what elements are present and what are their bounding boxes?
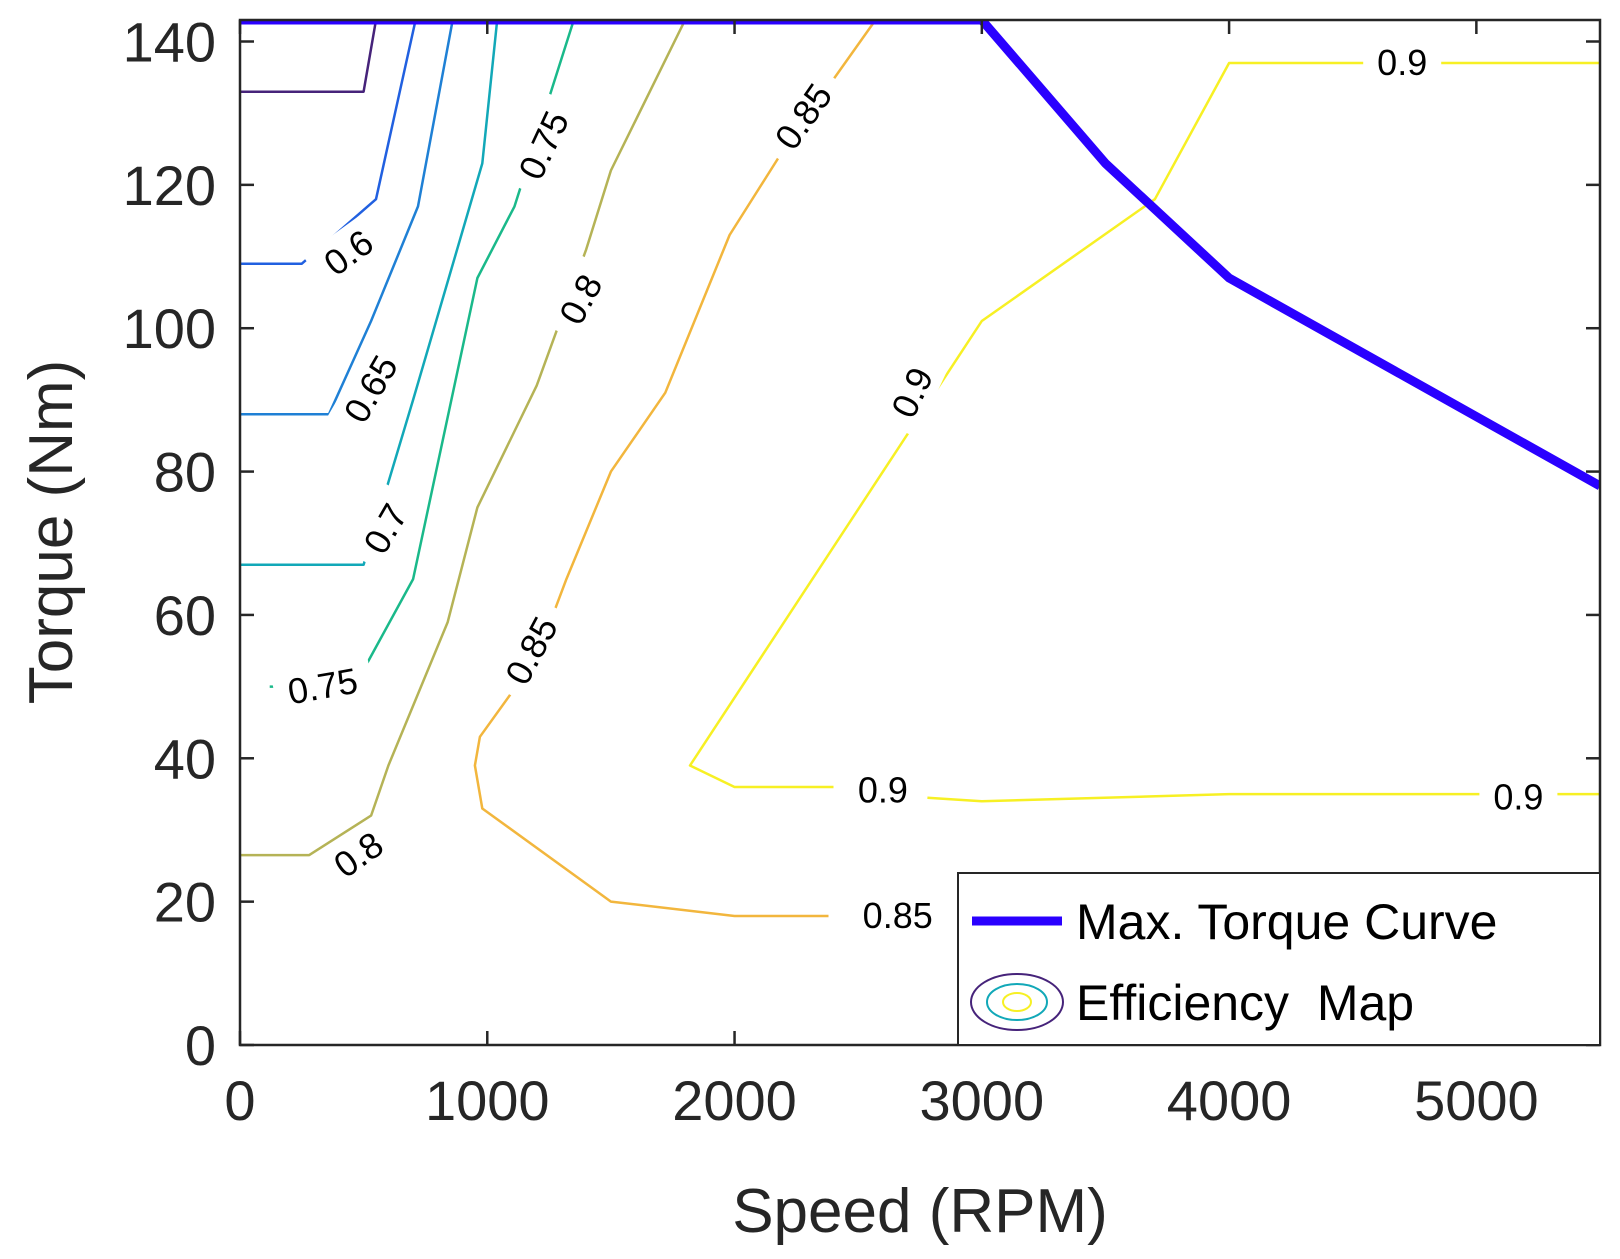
- legend-efficiency-label: Efficiency Map: [1076, 975, 1414, 1031]
- contour-line-0-65-2: [240, 20, 454, 416]
- y-tick-label: 80: [154, 441, 216, 504]
- contour-label-11: 0.9: [1363, 39, 1442, 85]
- y-tick-label: 0: [185, 1014, 216, 1077]
- legend-contour-inner: [1002, 992, 1032, 1012]
- contour-line-0-7-3: [240, 20, 499, 567]
- contour-line-0-9-8: [927, 792, 1600, 803]
- legend-max-torque-label: Max. Torque Curve: [1076, 894, 1497, 950]
- contour-label-bg: [345, 483, 425, 574]
- max-torque-series: [240, 20, 1600, 490]
- contour-label-bg: [843, 766, 922, 813]
- x-tick-label: 5000: [1414, 1069, 1539, 1132]
- contour-label-text: 0.9: [1493, 777, 1543, 818]
- contour-label-9: 0.85: [848, 892, 947, 938]
- contour-label-bg: [312, 813, 404, 896]
- contour-label-text: 0.85: [863, 895, 933, 936]
- contour-label-bg: [756, 62, 850, 170]
- x-tick-label: 0: [224, 1069, 255, 1132]
- legend-contour-middle: [986, 983, 1048, 1021]
- y-tick-label: 120: [123, 154, 216, 217]
- legend: Max. Torque Curve Efficiency Map: [957, 872, 1601, 1046]
- legend-efficiency-swatch: [970, 973, 1064, 1031]
- y-tick-label: 100: [123, 297, 216, 360]
- contour-label-13: 0.9: [1479, 773, 1558, 820]
- x-axis-title: Speed (RPM): [732, 1177, 1108, 1246]
- contour-label-bg: [501, 90, 585, 200]
- contour-label-bg: [303, 210, 394, 294]
- contour-label-bg: [487, 596, 575, 705]
- contour-line-0-9-7: [688, 61, 1600, 789]
- y-tick-label: 40: [154, 727, 216, 790]
- legend-contour-outer: [970, 973, 1064, 1031]
- y-tick-label: 20: [154, 871, 216, 934]
- contour-line-0-8-5: [240, 20, 687, 857]
- contour-label-bg: [325, 334, 415, 443]
- axes: 0 1000 2000 3000 4000 5000 0 20 40 60 80 100 120 140: [123, 11, 1602, 1132]
- axes-frame: [238, 18, 1602, 1047]
- contour-label-bg: [270, 654, 375, 717]
- contour-label-text: 0.9: [1377, 42, 1427, 83]
- y-tick-label: 60: [154, 584, 216, 647]
- contour-label-bg: [1479, 773, 1558, 820]
- contour-label-12: 0.9: [843, 766, 922, 813]
- legend-box: [957, 872, 1601, 1046]
- contour-label-text: 0.9: [858, 770, 908, 811]
- x-tick-label: 1000: [425, 1069, 550, 1132]
- contour-label-bg: [848, 892, 947, 938]
- contour-label-bg: [1363, 39, 1442, 85]
- contour-label-bg: [541, 253, 619, 345]
- contour-label-bg: [874, 347, 950, 438]
- y-tick-label: 140: [123, 11, 216, 74]
- y-axis-title: Torque (Nm): [17, 360, 86, 705]
- x-tick-label: 2000: [672, 1069, 797, 1132]
- x-tick-label: 3000: [920, 1069, 1045, 1132]
- contour-line-0-55-0: [240, 20, 378, 93]
- max-torque-curve-line: [240, 20, 1600, 490]
- contour-labels: 0.60.650.70.750.750.80.80.850.850.850.90…: [270, 39, 1558, 938]
- x-tick-label: 4000: [1167, 1069, 1292, 1132]
- contour-label-3: 0.75: [270, 654, 375, 717]
